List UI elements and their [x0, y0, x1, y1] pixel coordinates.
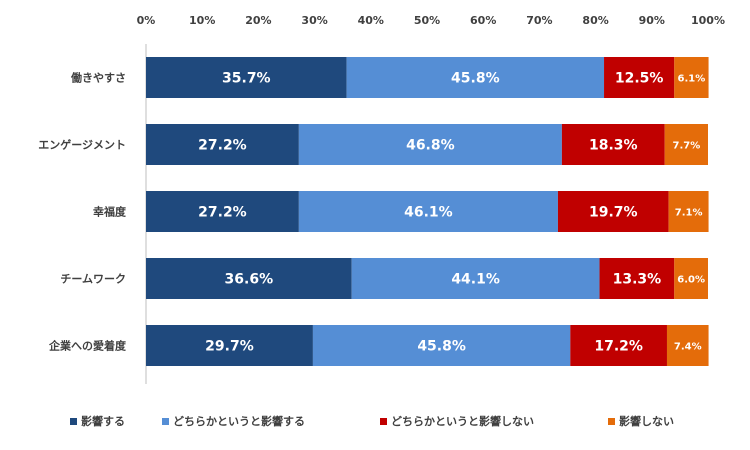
legend-label: どちらかというと影響する	[173, 414, 305, 428]
x-tick-label: 50%	[414, 14, 440, 27]
category-label: エンゲージメント	[38, 138, 126, 152]
bar-segment	[668, 191, 709, 232]
bar-segment	[312, 325, 571, 366]
x-tick-label: 60%	[470, 14, 496, 27]
bar-segment	[604, 57, 675, 98]
data-label: 18.3%	[589, 138, 638, 154]
bar-segment	[664, 124, 708, 165]
bar-segment	[599, 258, 675, 299]
x-tick-label: 0%	[137, 14, 156, 27]
bar-segment	[346, 57, 605, 98]
bar-segment	[666, 325, 709, 366]
data-label: 13.3%	[613, 272, 662, 288]
bar-segment	[146, 325, 313, 366]
bar-segment	[146, 258, 352, 299]
data-label: 35.7%	[222, 71, 271, 87]
bar-segment	[570, 325, 667, 366]
data-label: 46.1%	[404, 205, 453, 221]
bar-segment	[674, 57, 709, 98]
category-label: 幸福度	[93, 205, 127, 219]
bar-segment	[557, 191, 669, 232]
data-label: 7.4%	[674, 342, 702, 353]
data-label: 19.7%	[589, 205, 638, 221]
x-tick-label: 20%	[245, 14, 271, 27]
bar-segment	[561, 124, 665, 165]
legend-label: 影響する	[81, 414, 125, 428]
category-label: チームワーク	[60, 273, 126, 286]
bar-segment	[298, 191, 558, 232]
legend-label: どちらかというと影響しない	[391, 414, 534, 428]
data-label: 45.8%	[451, 71, 500, 87]
x-tick-label: 90%	[639, 14, 665, 27]
legend-swatch	[70, 418, 77, 425]
data-label: 45.8%	[417, 339, 466, 355]
x-tick-label: 10%	[189, 14, 215, 27]
data-label: 29.7%	[205, 339, 254, 355]
x-tick-label: 30%	[301, 14, 327, 27]
x-tick-label: 80%	[582, 14, 608, 27]
legend-swatch	[380, 418, 387, 425]
x-tick-label: 40%	[358, 14, 384, 27]
bar-segment	[146, 191, 299, 232]
bar-segment	[298, 124, 562, 165]
legend-swatch	[608, 418, 615, 425]
data-label: 44.1%	[451, 272, 500, 288]
data-label: 6.0%	[677, 275, 705, 286]
data-label: 7.1%	[675, 208, 703, 219]
legend-label: 影響しない	[619, 414, 674, 428]
data-label: 27.2%	[198, 138, 247, 154]
data-label: 46.8%	[406, 138, 455, 154]
data-label: 12.5%	[615, 71, 664, 87]
data-label: 6.1%	[678, 74, 706, 85]
data-label: 36.6%	[225, 272, 274, 288]
bar-segment	[146, 124, 299, 165]
data-label: 7.7%	[672, 141, 700, 152]
bar-segment	[674, 258, 708, 299]
data-label: 17.2%	[594, 339, 643, 355]
data-label: 27.2%	[198, 205, 247, 221]
category-label: 働きやすさ	[70, 71, 126, 85]
bar-segment	[146, 57, 347, 98]
bar-segment	[351, 258, 600, 299]
legend-swatch	[162, 418, 169, 425]
x-tick-label: 100%	[691, 14, 725, 27]
category-label: 企業への愛着度	[48, 339, 127, 353]
x-tick-label: 70%	[526, 14, 552, 27]
